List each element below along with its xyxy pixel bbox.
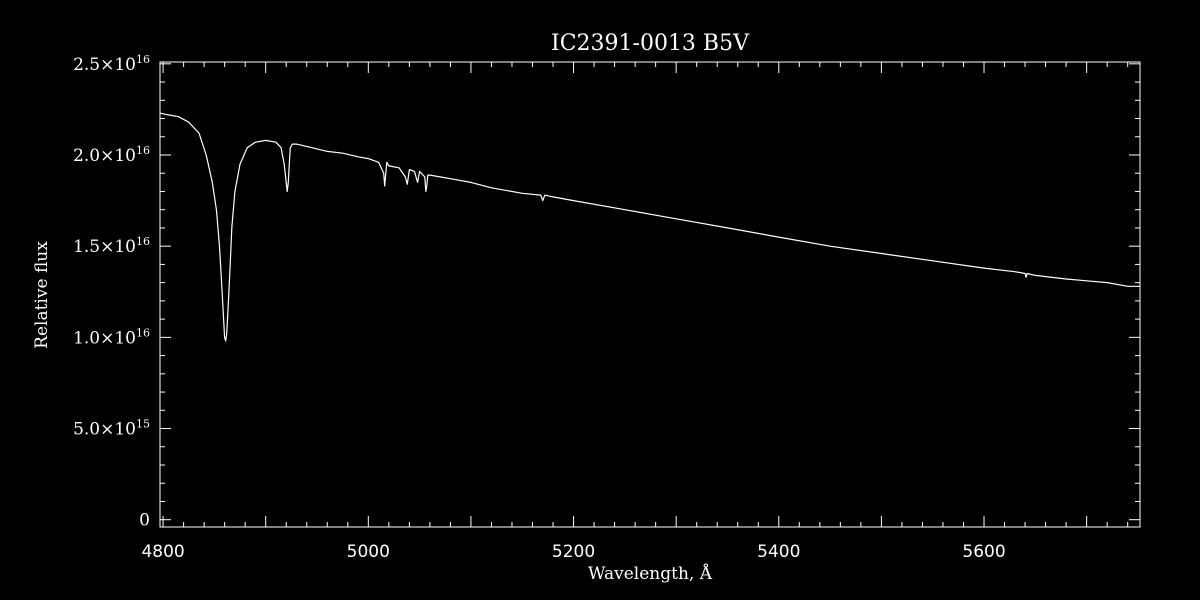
y-tick-labels: 0 5.0×1015 1.0×1016 1.5×1016 2.0×1016 2.5×101…: [73, 53, 150, 531]
y-tick-label: 2.0×1016: [73, 144, 150, 166]
chart-title: IC2391-0013 B5V: [551, 31, 750, 56]
x-tick-label: 4800: [141, 542, 184, 562]
spectrum-line: [159, 112, 1140, 342]
y-tick-label: 1.5×1016: [73, 235, 150, 257]
y-tick-label: 2.5×1016: [73, 53, 150, 75]
y-axis-label: Relative flux: [32, 241, 52, 349]
x-tick-label: 5200: [552, 542, 595, 562]
x-tick-label: 5400: [757, 542, 800, 562]
y-tick-label: 1.0×1016: [73, 326, 150, 348]
y-axis: [160, 63, 1140, 521]
plot-frame: [159, 61, 1141, 528]
y-tick-label: 5.0×1015: [73, 418, 150, 440]
x-axis: [162, 62, 1129, 527]
x-tick-labels: 4800 5000 5200 5400 5600: [141, 542, 1005, 562]
x-axis-label: Wavelength, Å: [588, 563, 713, 584]
x-tick-label: 5000: [347, 542, 390, 562]
y-tick-label: 0: [139, 511, 150, 531]
x-tick-label: 5600: [962, 542, 1005, 562]
